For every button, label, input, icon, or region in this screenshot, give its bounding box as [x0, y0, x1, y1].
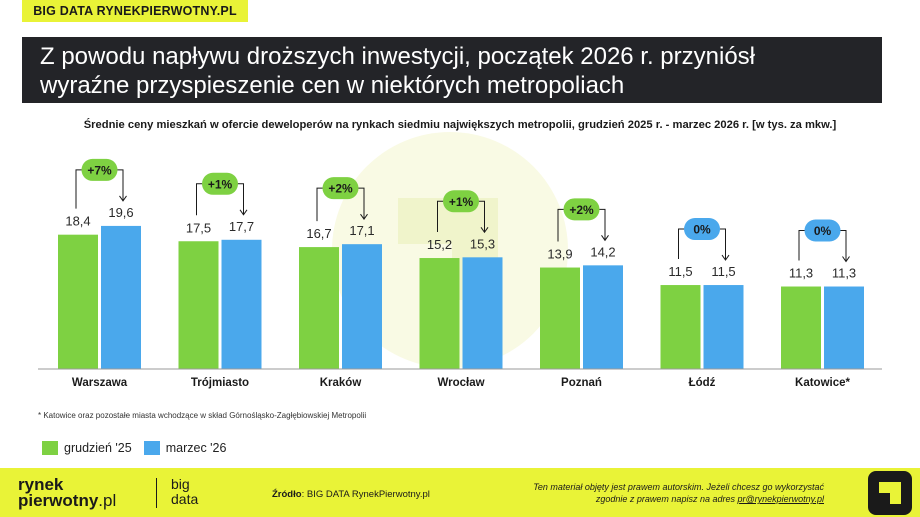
change-arrow-head-2: [360, 213, 368, 221]
legend-swatch-mar: [143, 441, 160, 455]
rynekpierwotny-logo: rynek pierwotny.pl: [18, 475, 117, 510]
logo-big-line-2: data: [171, 491, 199, 507]
change-label-2: +2%: [328, 182, 353, 196]
bar-dec-3: [419, 258, 460, 369]
change-arrow-head-3: [480, 227, 489, 234]
data-label-dec-6: 11,3: [789, 266, 813, 281]
data-label-dec-5: 11,5: [668, 264, 692, 279]
legend-swatch-dec: [42, 441, 58, 455]
data-label-mar-5: 11,5: [711, 264, 735, 279]
change-badge-2: [322, 177, 359, 200]
bar-mar-5: [703, 285, 744, 369]
bar-mar-2: [342, 244, 382, 369]
data-label-dec-4: 13,9: [547, 247, 572, 262]
logo-separator: [156, 478, 157, 508]
change-label-1: +1%: [208, 177, 233, 191]
bar-dec-4: [540, 267, 580, 369]
change-badge-6: [804, 219, 841, 242]
change-label-3: +1%: [449, 195, 474, 209]
copyright-note: Ten materiał objęty jest prawem autorski…: [500, 481, 824, 505]
source-note: Źródło: BIG DATA RynekPierwotny.pl: [272, 489, 430, 500]
change-label-5: 0%: [693, 223, 711, 237]
legend: grudzień '25 marzec '26: [42, 441, 226, 455]
logo-word-pierwotny: pierwotny: [18, 491, 99, 510]
data-label-mar-6: 11,3: [832, 266, 856, 281]
footer-bar: [0, 468, 920, 517]
change-badge-0: [81, 158, 118, 181]
big-data-logo: big data: [171, 477, 198, 507]
x-tick-label-2: Kraków: [320, 377, 362, 389]
x-tick-labels: Warszawa Trójmiasto Kraków Wrocław Poznań Łód…: [72, 377, 851, 389]
data-label-dec-2: 16,7: [306, 226, 331, 241]
bar-mar-4: [583, 265, 623, 369]
data-label-dec-1: 17,5: [186, 220, 211, 235]
change-label-4: +2%: [569, 203, 594, 217]
source-label: Źródło: [272, 489, 302, 500]
copyright-line-2: zgodnie z prawem napisz na adres pr@ryne…: [500, 493, 824, 505]
data-label-mar-3: 15,3: [470, 236, 495, 251]
corner-logo-icon: [868, 471, 912, 515]
source-text: : BIG DATA RynekPierwotny.pl: [301, 489, 430, 500]
copyright-line-1: Ten materiał objęty jest prawem autorski…: [533, 482, 824, 492]
bar-mar-1: [221, 239, 262, 369]
legend-item-dec: grudzień '25: [42, 441, 132, 455]
bars-layer: 18,4 19,6 17,5 17,7 16,7 17,1 15,2 15,3 13,9 14,2…: [58, 205, 864, 369]
x-tick-label-5: Łódź: [689, 377, 716, 389]
change-annotations: +7% +1% +2% +1% +2% 0% 0%: [75, 158, 850, 263]
logo-word-pl: .pl: [98, 491, 117, 510]
bar-dec-5: [660, 285, 701, 369]
change-arrow-head-1: [239, 209, 248, 216]
change-arrow-head-5: [721, 254, 730, 261]
bar-mar-3: [462, 257, 503, 369]
page-title: Z powodu napływu droższych inwestycji, p…: [22, 37, 882, 103]
copyright-email-link[interactable]: pr@rynekpierwotny.pl: [737, 494, 824, 504]
data-label-mar-2: 17,1: [349, 223, 374, 238]
change-arrow-head-6: [842, 256, 850, 263]
change-arrow-head-0: [119, 195, 127, 202]
bar-dec-2: [299, 247, 339, 369]
bar-mar-6: [824, 286, 864, 369]
title-line-2: wyraźne przyspieszenie cen w niektórych …: [40, 72, 625, 99]
logo-line-1: rynek: [18, 475, 64, 494]
bar-dec-0: [58, 234, 98, 369]
data-label-mar-0: 19,6: [108, 205, 133, 220]
logo-big-line-1: big: [171, 476, 190, 492]
legend-label-mar: marzec '26: [165, 441, 227, 455]
brand-tag: BIG DATA RYNEKPIERWOTNY.PL: [22, 0, 248, 22]
change-label-0: +7%: [87, 163, 112, 177]
data-label-dec-0: 18,4: [65, 214, 90, 229]
change-arrow-head-4: [601, 235, 609, 242]
chart-title: Średnie ceny mieszkań w ofercie dewelope…: [83, 119, 837, 131]
legend-label-dec: grudzień '25: [64, 441, 132, 455]
logo-line-2: pierwotny.pl: [18, 491, 117, 510]
data-label-mar-1: 17,7: [229, 219, 254, 234]
x-tick-label-0: Warszawa: [72, 377, 128, 389]
change-badge-3: [443, 190, 479, 213]
x-tick-label-4: Poznań: [561, 377, 602, 389]
change-badge-1: [202, 172, 238, 195]
bar-mar-0: [101, 225, 141, 369]
bar-dec-6: [781, 286, 821, 369]
change-label-6: 0%: [814, 224, 832, 238]
x-tick-label-1: Trójmiasto: [191, 377, 249, 389]
change-badge-5: [684, 218, 720, 241]
change-badge-4: [563, 198, 600, 221]
copyright-text: zgodnie z prawem napisz na adres: [595, 494, 738, 504]
x-tick-label-6: Katowice*: [795, 377, 850, 389]
data-label-mar-4: 14,2: [590, 244, 615, 259]
x-tick-label-3: Wrocław: [437, 377, 484, 389]
bar-dec-1: [178, 241, 219, 369]
title-line-1: Z powodu napływu droższych inwestycji, p…: [40, 43, 756, 70]
legend-item-mar: marzec '26: [143, 441, 227, 455]
data-label-dec-3: 15,2: [427, 237, 452, 252]
footnote: * Katowice oraz pozostałe miasta wchodzą…: [38, 411, 367, 420]
